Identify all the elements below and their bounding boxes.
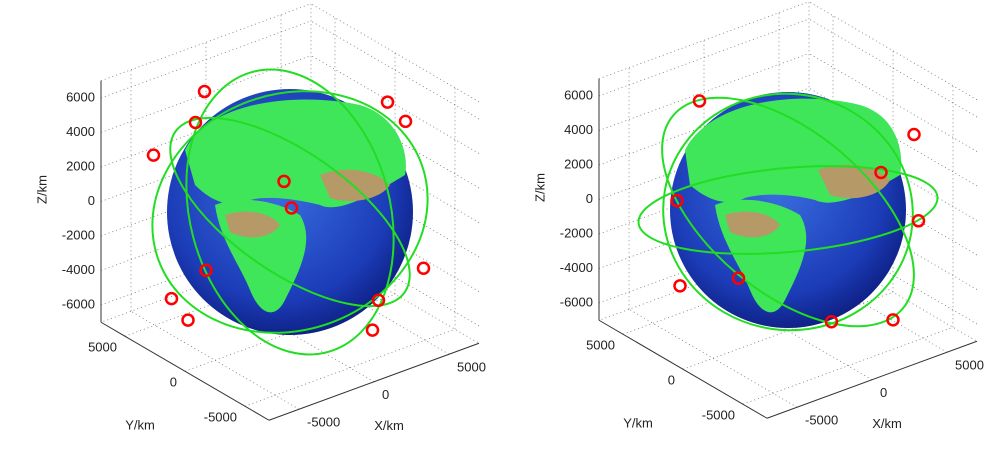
y-axis (599, 320, 767, 418)
z-tick-label: -4000 (62, 262, 95, 277)
satellite (418, 263, 429, 274)
z-tick-label: 2000 (66, 158, 95, 173)
z-tick-label: -4000 (560, 260, 593, 275)
satellite (166, 293, 177, 304)
x-tick-label: 5000 (955, 358, 984, 373)
z-tick-label: 6000 (564, 87, 593, 102)
globe (670, 92, 906, 328)
x-tick-label: -5000 (307, 415, 340, 430)
satellite (183, 315, 194, 326)
y-tick-label: 0 (170, 375, 177, 390)
satellite (675, 280, 686, 291)
chart: -6000 -4000 -2000 0 2000 4000 6000 -5000 0 5000 -5… (34, 4, 485, 433)
y-tick-label: -5000 (204, 410, 237, 425)
z-tick-label: 0 (586, 191, 593, 206)
x-axis-label: X/km (374, 418, 404, 433)
z-tick-label: 4000 (564, 122, 593, 137)
x-tick-label: -5000 (805, 413, 838, 428)
x-tick-label: 5000 (457, 360, 486, 375)
satellite (382, 97, 393, 108)
x-axis (767, 341, 977, 418)
z-tick-label: 2000 (564, 156, 593, 171)
grid-line (743, 327, 953, 404)
x-tick-label: 0 (880, 385, 887, 400)
z-tick-label: -6000 (62, 296, 95, 311)
x-axis-label: X/km (872, 416, 902, 431)
z-axis-label: Z/km (532, 173, 547, 202)
z-axis-label: Z/km (34, 175, 49, 204)
z-tick-label: -2000 (62, 227, 95, 242)
y-axis-label: Y/km (125, 418, 155, 433)
satellite (148, 150, 159, 161)
z-tick-label: 0 (88, 193, 95, 208)
satellite (199, 86, 210, 97)
satellite (367, 325, 378, 336)
satellite (400, 116, 411, 127)
z-tick-label: -2000 (560, 225, 593, 240)
z-tick-label: 6000 (66, 89, 95, 104)
figure: -6000 -4000 -2000 0 2000 4000 6000 -5000 0 5000 -5… (0, 0, 1003, 450)
y-tick-label: 0 (668, 373, 675, 388)
y-axis (101, 322, 269, 420)
x-tick-label: 0 (382, 387, 389, 402)
satellite (909, 129, 920, 140)
y-tick-label: 5000 (586, 338, 615, 353)
chart: -6000 -4000 -2000 0 2000 4000 6000 -5000 0 5000 -5… (532, 2, 983, 431)
y-tick-label: 5000 (88, 340, 117, 355)
y-tick-label: -5000 (702, 408, 735, 423)
z-tick-label: -6000 (560, 294, 593, 309)
y-axis-label: Y/km (623, 416, 653, 431)
z-tick-label: 4000 (66, 124, 95, 139)
